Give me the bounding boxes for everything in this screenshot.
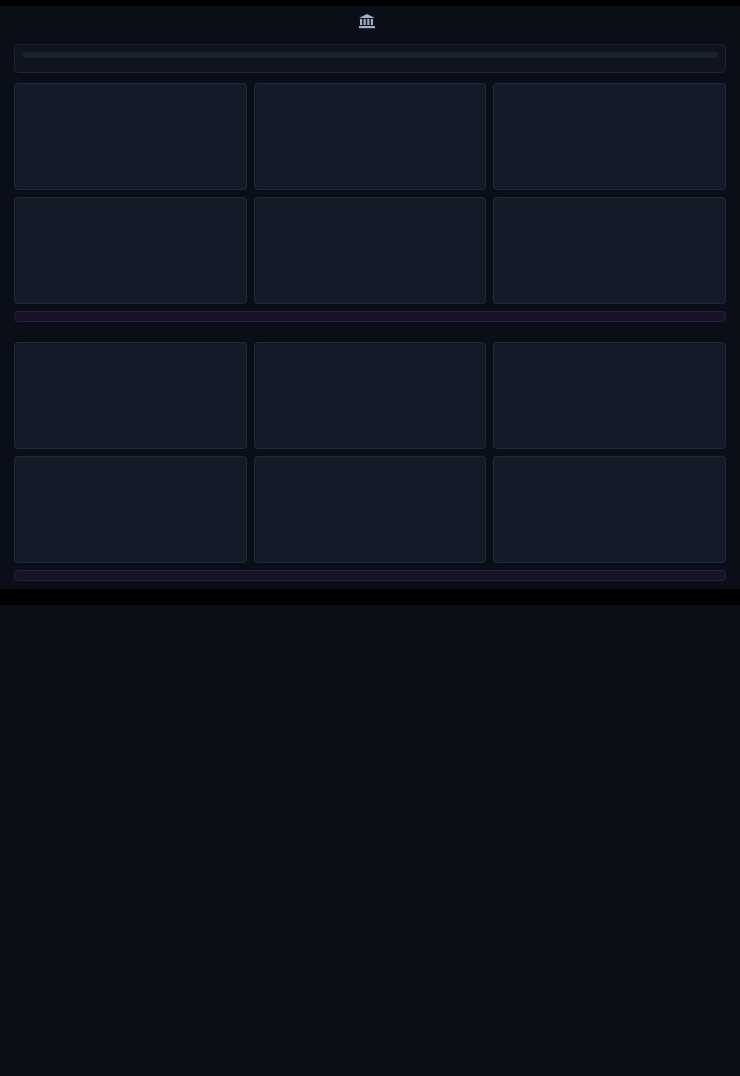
- chart-pl-factor-bars: [14, 456, 247, 563]
- chart-shape-compare-bars: [493, 197, 726, 304]
- chart-radar-trilogy: [14, 83, 247, 190]
- top-bar: [0, 0, 740, 6]
- regime-timeline-s2: [14, 570, 726, 581]
- section-trilogy-matrix: [14, 44, 726, 73]
- chart-daily-pnl-bars: [253, 456, 487, 563]
- section-trilogy-charts: [14, 83, 726, 322]
- chart-shape-bars: [253, 83, 487, 190]
- chart-8dim-scatter: [493, 342, 726, 449]
- bottom-bar: [0, 589, 740, 605]
- matrix-subheader: [22, 52, 718, 58]
- chart-dual-cond-bars: [253, 197, 487, 304]
- chart-radar-8dim: [14, 342, 247, 449]
- trilogy-matrix-panel: [14, 44, 726, 73]
- section-8dim-charts: [14, 342, 726, 581]
- trilogy-charts-grid: [14, 83, 726, 304]
- page-header: [0, 6, 740, 34]
- chart-pnl-bars: [253, 342, 487, 449]
- bank-icon: [358, 14, 375, 34]
- 8dim-charts-grid: [14, 342, 726, 563]
- regime-timeline-s1: [14, 311, 726, 322]
- chart-score-lines: [14, 197, 247, 304]
- chart-pnl-hbar: [493, 456, 726, 563]
- chart-score-bubbles: [493, 83, 726, 190]
